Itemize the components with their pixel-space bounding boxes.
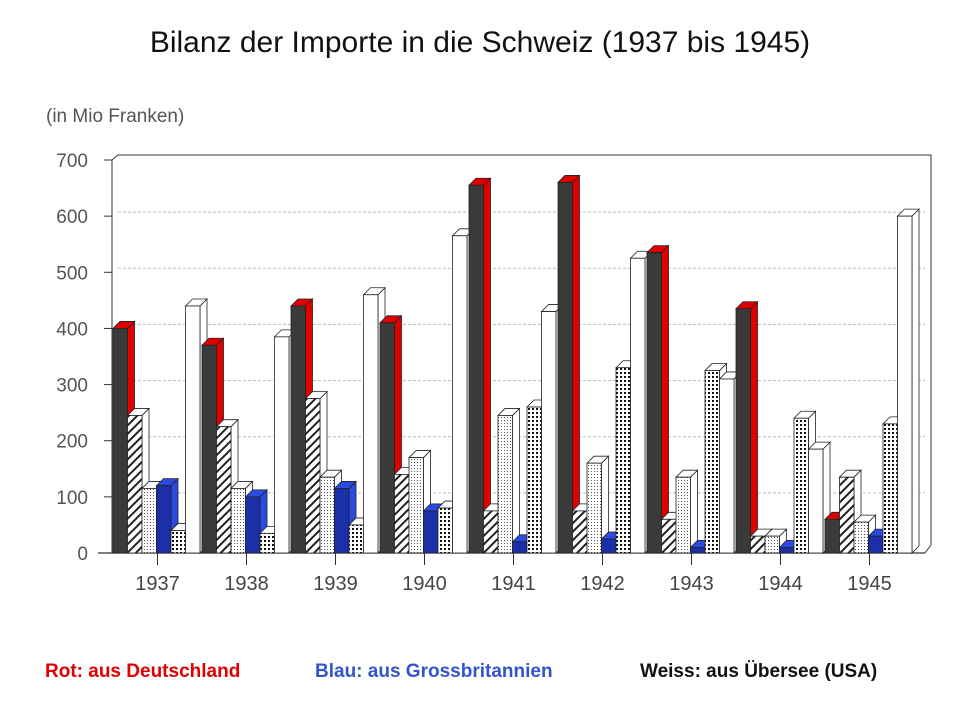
bar [363,294,379,554]
bar-hatch-1939 [304,390,328,554]
x-tick-label: 1938 [224,573,269,595]
bar [305,398,321,554]
bar [230,488,246,554]
bar [750,535,766,554]
x-tick-label: 1944 [758,573,803,595]
bar-hatch-1937 [126,407,150,554]
bar [601,538,617,554]
y-tick-label: 300 [56,376,88,397]
bar [897,215,913,554]
y-tick-label: 200 [56,432,88,453]
bar-dots-1942 [586,455,610,554]
bar [646,252,662,554]
bar [793,417,809,554]
y-tick-label: 400 [56,319,88,340]
bar-side [483,177,491,554]
x-tick-label: 1942 [580,573,625,595]
bar-side [661,244,669,554]
bar [452,235,468,554]
chart-title: Bilanz der Importe in die Schweiz (1937 … [149,26,811,59]
y-axis-unit-label: (in Mio Franken) [46,106,185,127]
bar [201,344,217,554]
x-tick-label: 1937 [135,573,180,595]
bar [735,308,751,554]
bar [319,476,335,554]
bar-red-1941 [468,177,492,554]
x-tick-label: 1940 [402,573,447,595]
bar-dots-1943 [675,469,699,554]
bar [572,510,588,554]
bar-red-1942 [557,174,581,554]
bar [259,532,275,554]
bar [526,406,542,554]
bar [719,378,735,554]
y-tick-label: 100 [56,488,88,509]
bar [156,485,172,554]
x-tick-label: 1943 [669,573,714,595]
bar [512,541,528,554]
x-tick-label: 1939 [313,573,358,595]
legend-germany: Rot: aus Deutschland [45,661,241,682]
bar [630,257,646,554]
bar [274,336,290,554]
bar [394,473,410,554]
bar [779,546,795,554]
bar [853,521,869,554]
bar-red-1944 [735,300,759,554]
bar [379,322,395,554]
bar [348,524,364,554]
bar [290,305,306,554]
bar [497,415,513,554]
bar-side [512,407,520,554]
bar [185,305,201,554]
bar [141,488,157,554]
bar-side [572,174,580,554]
bar [704,370,720,554]
bar [557,182,573,554]
bar [216,426,232,554]
bar [868,535,884,554]
bar [334,488,350,554]
bar [437,507,453,554]
bar [245,496,261,554]
x-tick-label: 1941 [491,573,536,595]
bar-white-1945 [896,208,920,554]
bar [112,328,128,554]
y-tick-label: 600 [56,207,88,228]
bar [764,535,780,554]
legend-great-britain: Blau: aus Grossbritannien [315,661,553,682]
bar [483,510,499,554]
bar [170,530,186,554]
bar [468,184,484,554]
bar [423,510,439,554]
bar-red-1943 [646,244,670,554]
bar [675,476,691,554]
bar-dots-1941 [497,407,521,554]
bar [690,546,706,554]
y-tick-label: 0 [77,544,88,565]
x-tick-label: 1945 [847,573,892,595]
bar [408,457,424,554]
y-tick-label: 700 [56,151,88,172]
bar-side [911,208,920,554]
bar [615,367,631,554]
bar [586,462,602,554]
bar [882,423,898,554]
bar [541,311,557,554]
bar [839,476,855,554]
bar [808,448,824,554]
bar-side [750,300,758,554]
plot-frame [111,154,932,554]
bar-dots-1940 [408,449,432,554]
y-tick-label: 500 [56,263,88,284]
bar [824,518,840,554]
bar [127,415,143,554]
legend-overseas: Weiss: aus Übersee (USA) [640,661,878,682]
bar-side [690,469,698,554]
bar [661,518,677,554]
